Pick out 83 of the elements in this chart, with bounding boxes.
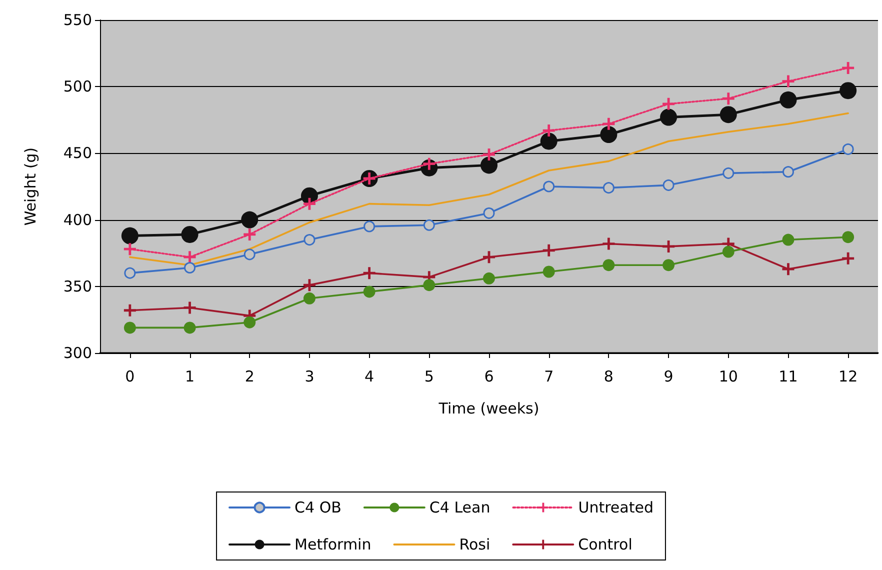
x-tick-label: 10 — [718, 368, 738, 386]
point — [181, 226, 198, 243]
point — [722, 246, 734, 258]
point — [124, 304, 136, 316]
point — [543, 180, 555, 192]
y-tick-label: 500 — [63, 78, 92, 96]
legend-label: C4 Lean — [429, 498, 490, 516]
point — [782, 234, 794, 246]
point — [303, 279, 316, 292]
point — [720, 106, 737, 124]
legend-label: Control — [578, 536, 632, 554]
point — [364, 220, 376, 232]
point — [602, 118, 615, 130]
point — [780, 91, 797, 108]
point — [840, 82, 857, 100]
point — [244, 316, 256, 328]
y-tick-label: 350 — [63, 277, 92, 296]
y-tick-label: 300 — [63, 344, 92, 362]
y-tick-label: 450 — [63, 144, 92, 162]
point — [423, 279, 436, 292]
x-tick-label: 8 — [604, 368, 614, 386]
point — [184, 262, 196, 274]
point — [363, 267, 376, 280]
point — [303, 198, 316, 210]
point — [483, 272, 495, 284]
point — [600, 126, 618, 144]
x-tick-label: 1 — [184, 368, 195, 386]
point — [542, 266, 555, 278]
point — [542, 124, 555, 137]
point — [842, 143, 854, 155]
point — [483, 251, 495, 264]
point — [304, 234, 316, 246]
point — [722, 92, 734, 105]
point — [662, 240, 675, 252]
x-tick-label: 5 — [424, 368, 434, 386]
legend-label: Metformin — [294, 536, 372, 554]
point — [842, 252, 854, 264]
x-tick-label: 3 — [304, 368, 314, 386]
x-axis-title: Time (weeks) — [438, 400, 540, 418]
point — [662, 98, 675, 110]
point — [124, 267, 136, 279]
point — [722, 167, 734, 179]
legend-label: Rosi — [459, 536, 490, 554]
point — [842, 62, 854, 74]
point — [184, 322, 196, 334]
point — [244, 228, 256, 240]
x-tick-label: 9 — [664, 368, 674, 386]
point — [842, 231, 854, 244]
point — [124, 243, 136, 256]
legend-label: Untreated — [578, 498, 654, 516]
point — [540, 132, 558, 150]
point — [602, 182, 614, 194]
x-tick-label: 7 — [544, 368, 554, 386]
legend-label: C4 OB — [294, 498, 342, 516]
point — [480, 156, 498, 174]
point — [542, 244, 555, 256]
point — [423, 219, 435, 231]
x-tick-label: 6 — [484, 368, 494, 386]
point — [303, 292, 316, 304]
point — [782, 166, 794, 178]
point — [662, 179, 674, 191]
point — [782, 75, 794, 88]
point — [483, 207, 495, 219]
x-tick-label: 11 — [778, 368, 798, 386]
x-tick-label: 2 — [244, 368, 254, 386]
point — [602, 259, 615, 272]
y-axis-title: Weight (g) — [22, 147, 40, 226]
x-tick-label: 0 — [125, 368, 135, 386]
point — [184, 251, 196, 264]
point — [124, 322, 136, 334]
x-tick-label: 12 — [838, 368, 858, 386]
point — [782, 263, 794, 276]
point — [363, 286, 376, 298]
point — [660, 108, 678, 126]
point — [184, 302, 196, 314]
point — [602, 238, 615, 250]
x-tick-label: 4 — [364, 368, 374, 386]
point — [662, 259, 675, 272]
point — [244, 248, 256, 260]
y-tick-label: 550 — [63, 11, 92, 29]
y-tick-label: 400 — [63, 210, 92, 229]
point — [241, 211, 258, 228]
point — [121, 227, 138, 244]
